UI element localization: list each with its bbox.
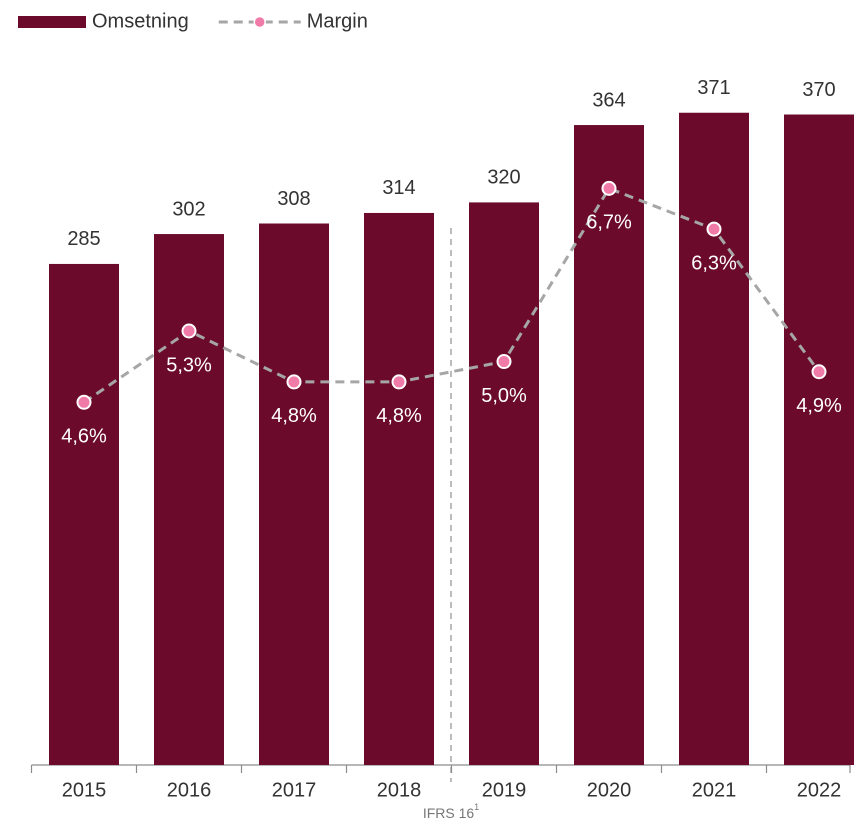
x-tick-label: 2015 bbox=[62, 779, 107, 801]
bar-value-label: 320 bbox=[487, 167, 520, 189]
margin-marker bbox=[706, 221, 722, 237]
bar-value-label: 285 bbox=[67, 228, 100, 250]
margin-line bbox=[83, 186, 821, 404]
bar bbox=[364, 212, 434, 766]
margin-marker bbox=[181, 323, 197, 339]
bar-value-label: 371 bbox=[697, 77, 730, 99]
x-tick-label: 2022 bbox=[797, 779, 842, 801]
bar bbox=[259, 223, 329, 766]
legend-swatch bbox=[18, 16, 86, 28]
margin-marker bbox=[811, 364, 827, 380]
margin-marker bbox=[391, 374, 407, 390]
bar bbox=[574, 125, 644, 766]
margin-value-label: 6,3% bbox=[691, 252, 737, 274]
x-tick-label: 2019 bbox=[482, 779, 527, 801]
legend-marker bbox=[253, 15, 266, 29]
bar-value-label: 308 bbox=[277, 188, 310, 210]
margin-marker bbox=[286, 374, 302, 390]
x-tick-label: 2016 bbox=[167, 779, 212, 801]
bar bbox=[49, 263, 119, 765]
bar-value-label: 314 bbox=[382, 177, 415, 199]
x-tick-label: 2020 bbox=[587, 779, 632, 801]
margin-marker bbox=[76, 394, 92, 410]
x-tick-label: 2017 bbox=[272, 779, 317, 801]
margin-value-label: 5,0% bbox=[481, 385, 527, 407]
legend-label: Margin bbox=[307, 10, 368, 32]
margin-marker bbox=[601, 180, 617, 196]
bar bbox=[154, 234, 224, 765]
bar bbox=[784, 114, 854, 766]
margin-value-label: 6,7% bbox=[586, 212, 632, 234]
margin-marker bbox=[496, 354, 512, 370]
x-tick-label: 2021 bbox=[692, 779, 737, 801]
legend-label: Omsetning bbox=[92, 10, 189, 32]
margin-value-label: 4,8% bbox=[376, 405, 422, 427]
margin-value-label: 4,8% bbox=[271, 405, 317, 427]
bar-value-label: 364 bbox=[592, 89, 625, 111]
bar-value-label: 302 bbox=[172, 198, 205, 220]
annotation: IFRS 161 bbox=[423, 802, 479, 820]
bar bbox=[469, 202, 539, 765]
margin-value-label: 5,3% bbox=[166, 354, 212, 376]
bar-value-label: 370 bbox=[802, 79, 835, 101]
bar bbox=[679, 112, 749, 765]
annotation-text: IFRS 16 bbox=[423, 805, 475, 821]
margin-value-label: 4,6% bbox=[61, 426, 107, 448]
margin-value-label: 4,9% bbox=[796, 395, 842, 417]
annotation-sup: 1 bbox=[474, 802, 479, 812]
x-tick-label: 2018 bbox=[377, 779, 422, 801]
